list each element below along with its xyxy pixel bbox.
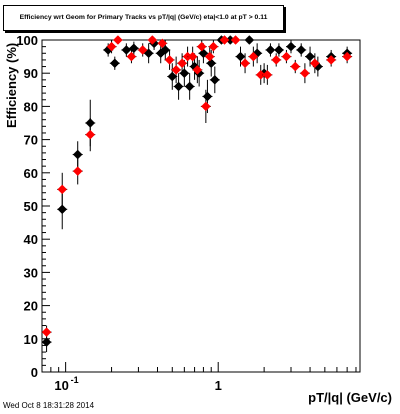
data-point-black — [305, 51, 315, 62]
series-layer — [41, 35, 353, 353]
y-tick-label: 60 — [24, 166, 38, 181]
data-point-black — [296, 45, 307, 55]
y-tick-label: 20 — [24, 299, 38, 314]
data-point-black — [109, 58, 120, 69]
data-point-red — [201, 101, 211, 112]
data-point-black — [167, 71, 178, 82]
data-point-red — [171, 65, 181, 75]
data-point-red — [208, 41, 219, 52]
data-point-red — [157, 38, 168, 49]
data-point-black — [209, 74, 220, 85]
data-point-red — [177, 58, 187, 69]
y-tick-label: 10 — [24, 332, 38, 347]
data-point-black — [274, 45, 284, 55]
data-point-black — [129, 43, 139, 54]
plot-frame — [41, 39, 361, 373]
data-point-red — [72, 166, 83, 176]
data-point-black — [235, 51, 246, 62]
data-point-red — [41, 327, 52, 338]
data-point-black — [265, 45, 276, 55]
data-point-red — [85, 129, 96, 140]
data-point-black — [173, 81, 184, 92]
data-point-black — [179, 68, 190, 79]
data-point-red — [187, 51, 198, 62]
data-point-red — [196, 41, 207, 52]
x-tick-label-base: 10 — [54, 378, 68, 393]
data-point-black — [121, 45, 132, 55]
data-point-red — [137, 45, 148, 55]
data-point-red — [126, 51, 137, 62]
chart-title-box: Efficiency wrt Geom for Primary Tracks v… — [3, 5, 284, 31]
data-point-black — [206, 58, 217, 69]
data-point-red — [281, 51, 292, 62]
data-point-red — [248, 51, 259, 62]
data-point-red — [147, 35, 158, 45]
data-point-red — [271, 55, 282, 65]
data-point-black — [244, 35, 255, 45]
data-point-black — [202, 91, 213, 102]
y-axis-label: Efficiency (%) — [4, 42, 19, 128]
y-tick-label: 30 — [24, 265, 38, 280]
x-tick-label-exp: -1 — [71, 375, 79, 385]
data-point-red — [192, 65, 203, 75]
data-point-red — [240, 58, 250, 69]
x-tick-label: 1 — [215, 378, 222, 393]
chart-title: Efficiency wrt Geom for Primary Tracks v… — [19, 14, 268, 21]
data-point-black — [57, 204, 68, 215]
y-tick-label: 90 — [24, 66, 38, 81]
y-tick-label: 70 — [24, 133, 38, 148]
data-point-black — [41, 337, 52, 347]
data-point-red — [255, 70, 266, 80]
x-tick-label: 10 -1 — [54, 375, 78, 393]
data-point-black — [286, 41, 296, 52]
series-red — [41, 35, 353, 339]
data-point-red — [300, 68, 310, 79]
y-tick-label: 100 — [16, 33, 38, 48]
data-point-red — [326, 55, 337, 65]
data-point-black — [198, 48, 209, 59]
x-axis-label: pT/|q| (GeV/c) — [308, 390, 392, 405]
data-point-red — [230, 35, 241, 45]
y-tick-label: 40 — [24, 232, 38, 247]
data-point-red — [164, 55, 175, 65]
data-point-red — [342, 51, 352, 62]
y-tick-label: 50 — [24, 199, 38, 214]
y-tick-label: 0 — [31, 365, 38, 380]
data-point-red — [57, 184, 68, 195]
datestamp: Wed Oct 8 18:31:28 2014 — [3, 401, 95, 410]
y-axis: 0 10 20 30 40 50 60 70 80 90 100 — [16, 33, 50, 380]
data-point-red — [219, 35, 230, 45]
data-point-black — [72, 149, 83, 160]
data-point-red — [290, 61, 301, 72]
data-point-red — [204, 51, 215, 62]
x-axis: 10 -1 1 — [41, 362, 357, 393]
y-tick-label: 80 — [24, 99, 38, 114]
data-point-red — [106, 41, 117, 52]
data-point-red — [309, 58, 320, 69]
data-point-red — [113, 35, 123, 45]
data-point-black — [184, 81, 195, 92]
data-point-red — [262, 70, 273, 80]
